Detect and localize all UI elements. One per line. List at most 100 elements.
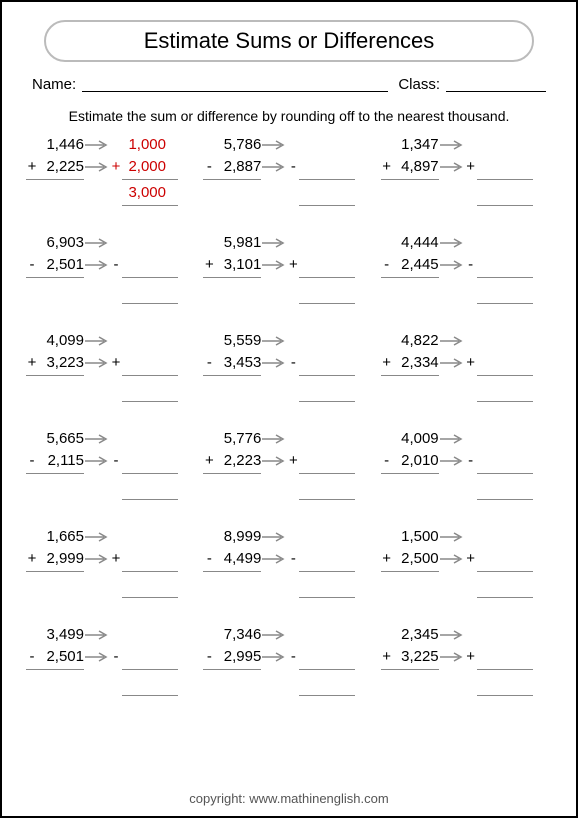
rounded-b[interactable] xyxy=(299,363,343,364)
rounded-a[interactable] xyxy=(122,341,166,342)
result-value[interactable] xyxy=(122,487,166,488)
result-value[interactable] xyxy=(122,683,166,684)
rounded-b[interactable] xyxy=(477,167,521,168)
rule-right xyxy=(122,473,178,474)
operand-b: 2,500 xyxy=(393,549,439,569)
rounded-b[interactable]: 2,000 xyxy=(122,157,166,178)
result-value[interactable] xyxy=(122,389,166,390)
arrow-icon xyxy=(84,260,110,270)
operand-b: 2,501 xyxy=(38,255,84,275)
rounded-a[interactable] xyxy=(122,243,166,244)
rule-result xyxy=(122,499,178,500)
result-value[interactable] xyxy=(477,291,521,292)
arrow-icon xyxy=(84,140,110,150)
operator: - xyxy=(381,255,393,275)
rounded-b[interactable] xyxy=(477,461,521,462)
result-value[interactable] xyxy=(122,585,166,586)
rounded-a[interactable] xyxy=(477,537,521,538)
arrow-icon xyxy=(261,456,287,466)
rule-left xyxy=(203,277,261,278)
arrow-icon xyxy=(84,358,110,368)
rounded-a[interactable] xyxy=(477,145,521,146)
rounded-b[interactable] xyxy=(477,265,521,266)
operator: + xyxy=(203,451,215,471)
operand-a: 8,999 xyxy=(215,527,261,547)
rounded-b[interactable] xyxy=(122,461,166,462)
result-value[interactable] xyxy=(477,585,521,586)
rounded-a[interactable] xyxy=(122,537,166,538)
rounded-operator: - xyxy=(287,157,299,177)
name-blank[interactable] xyxy=(82,76,388,92)
rounded-a[interactable] xyxy=(299,439,343,440)
rounded-a[interactable] xyxy=(299,243,343,244)
rounded-a[interactable] xyxy=(477,341,521,342)
operand-b: 2,445 xyxy=(393,255,439,275)
rounded-a[interactable] xyxy=(477,635,521,636)
rule-right xyxy=(299,179,355,180)
result-value[interactable] xyxy=(299,585,343,586)
rounded-a[interactable]: 1,000 xyxy=(122,135,166,156)
arrow-icon xyxy=(261,238,287,248)
class-blank[interactable] xyxy=(446,76,546,92)
rounded-b[interactable] xyxy=(122,559,166,560)
result-value[interactable] xyxy=(477,389,521,390)
rounded-b[interactable] xyxy=(477,363,521,364)
rounded-b[interactable] xyxy=(477,559,521,560)
operand-a: 7,346 xyxy=(215,625,261,645)
arrow-icon xyxy=(84,162,110,172)
result-value[interactable] xyxy=(477,487,521,488)
operator: - xyxy=(381,451,393,471)
problem: 2,345+3,225+ xyxy=(381,624,552,698)
rounded-b[interactable] xyxy=(299,461,343,462)
class-label: Class: xyxy=(398,76,440,94)
problem: 5,776+2,223+ xyxy=(203,428,374,502)
result-value[interactable] xyxy=(477,683,521,684)
rounded-a[interactable] xyxy=(299,341,343,342)
rule-right xyxy=(122,571,178,572)
problem: 8,999-4,499- xyxy=(203,526,374,600)
rounded-b[interactable] xyxy=(122,657,166,658)
result-value[interactable]: 3,000 xyxy=(122,183,166,204)
rule-right xyxy=(299,375,355,376)
rounded-operator: + xyxy=(465,157,477,177)
problem: 4,822+2,334+ xyxy=(381,330,552,404)
result-value[interactable] xyxy=(299,487,343,488)
result-value[interactable] xyxy=(299,389,343,390)
rounded-b[interactable] xyxy=(299,167,343,168)
rounded-b[interactable] xyxy=(122,363,166,364)
rule-right xyxy=(299,669,355,670)
rounded-operator: + xyxy=(287,255,299,275)
rounded-a[interactable] xyxy=(299,537,343,538)
operand-a: 1,665 xyxy=(38,527,84,547)
result-value[interactable] xyxy=(122,291,166,292)
rounded-a[interactable] xyxy=(477,439,521,440)
rule-result xyxy=(299,499,355,500)
rounded-b[interactable] xyxy=(122,265,166,266)
rule-left xyxy=(381,473,439,474)
rounded-a[interactable] xyxy=(122,635,166,636)
result-value[interactable] xyxy=(477,193,521,194)
arrow-icon xyxy=(261,358,287,368)
result-value[interactable] xyxy=(299,291,343,292)
rounded-a[interactable] xyxy=(299,145,343,146)
rounded-a[interactable] xyxy=(122,439,166,440)
rounded-a[interactable] xyxy=(299,635,343,636)
rounded-operator: - xyxy=(110,647,122,667)
problem: 5,559-3,453- xyxy=(203,330,374,404)
rounded-b[interactable] xyxy=(299,265,343,266)
arrow-icon xyxy=(84,238,110,248)
rule-left xyxy=(381,571,439,572)
result-value[interactable] xyxy=(299,683,343,684)
operand-a: 5,786 xyxy=(215,135,261,155)
rounded-b[interactable] xyxy=(299,559,343,560)
problem: 5,665-2,115- xyxy=(26,428,197,502)
arrow-icon xyxy=(439,162,465,172)
rule-result xyxy=(122,401,178,402)
rounded-b[interactable] xyxy=(299,657,343,658)
rule-result xyxy=(477,401,533,402)
rounded-b[interactable] xyxy=(477,657,521,658)
result-value[interactable] xyxy=(299,193,343,194)
name-label: Name: xyxy=(32,76,76,94)
operand-a: 4,444 xyxy=(393,233,439,253)
rounded-a[interactable] xyxy=(477,243,521,244)
